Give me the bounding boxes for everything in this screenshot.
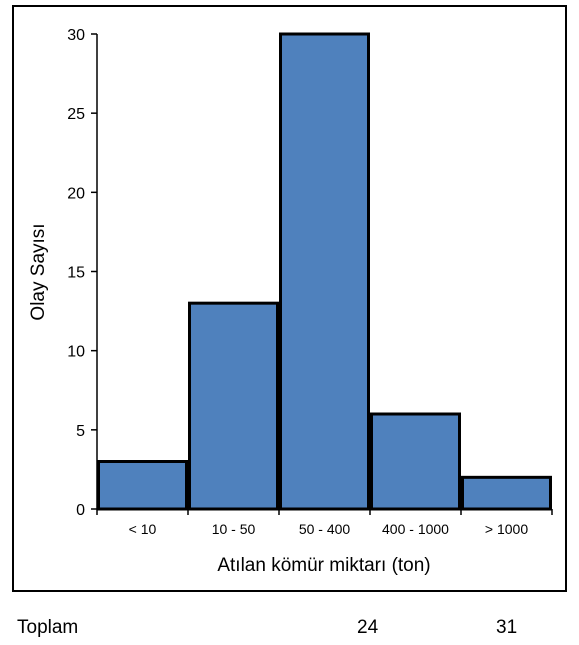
y-tick-label-6: 30 (67, 27, 85, 44)
bar-4 (461, 475, 552, 511)
footer-value-1: 24 (357, 617, 379, 638)
y-tick-label-1: 5 (76, 423, 85, 440)
bar-0 (97, 460, 188, 511)
bar-3 (370, 412, 461, 511)
x-tick-label-2: 50 - 400 (299, 521, 351, 537)
histogram-chart: < 10 10 - 50 50 - 400 400 - 1000 > 1000 0 5 10 1… (28, 27, 553, 576)
bars-layer (97, 32, 552, 511)
axes-layer: < 10 10 - 50 50 - 400 400 - 1000 > 1000 0 5 10 1… (67, 27, 553, 537)
y-axis-title: Olay Sayısı (28, 223, 49, 320)
chart-frame (12, 5, 567, 592)
x-tick-label-3: 400 - 1000 (382, 521, 449, 537)
footer-total-label: Toplam (17, 617, 79, 638)
footer-value-2: 31 (496, 617, 518, 638)
bar-2 (279, 32, 370, 511)
y-tick-label-0: 0 (76, 502, 85, 519)
x-tick-label-4: > 1000 (485, 521, 528, 537)
y-tick-label-2: 10 (67, 344, 85, 361)
bar-1 (188, 301, 279, 511)
x-tick-label-0: < 10 (129, 521, 157, 537)
x-axis-title: Atılan kömür miktarı (ton) (217, 555, 430, 576)
y-tick-label-5: 25 (67, 106, 85, 123)
y-tick-label-3: 15 (67, 265, 85, 282)
y-tick-label-4: 20 (67, 185, 85, 202)
x-tick-label-1: 10 - 50 (212, 521, 256, 537)
